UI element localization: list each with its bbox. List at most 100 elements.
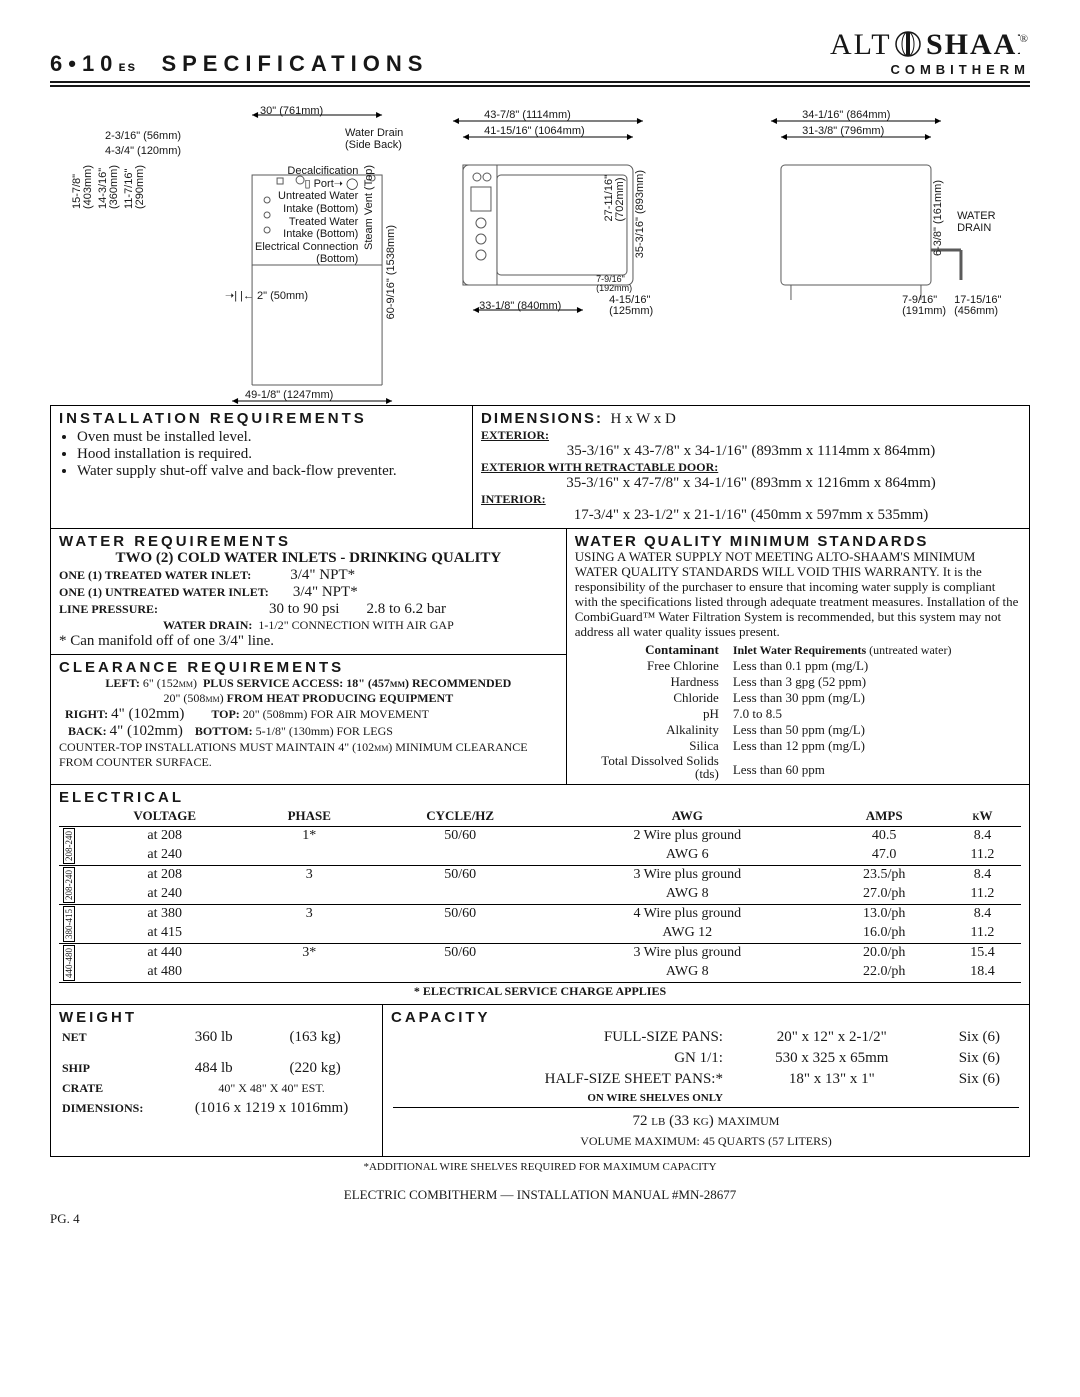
install-item: Oven must be installed level. [77, 429, 464, 446]
dim-label: 7-9/16"(191mm) [902, 295, 946, 317]
th-cycle: CYCLE/HZ [370, 806, 550, 827]
footer-line: ELECTRIC COMBITHERM — INSTALLATION MANUA… [50, 1187, 1030, 1203]
ext-value: 35-3/16" x 43-7/8" x 34-1/16" (893mm x 1… [481, 443, 1021, 460]
th-awg: AWG [550, 806, 824, 827]
dim-label: 27-11/16"(702mm) [604, 175, 626, 222]
diagram-middle: 43-7/8" (1114mm) 41-15/16" (1064mm) 27-1… [424, 105, 722, 405]
int-value: 17-3/4" x 23-1/2" x 21-1/16" (450mm x 59… [481, 507, 1021, 524]
voltage-range: 380-415 [63, 906, 75, 942]
wq-contaminant: Silica [575, 738, 719, 754]
ecell: 3 [248, 865, 370, 885]
ecell: 11.2 [944, 924, 1021, 944]
wq-req: Less than 60 ppm [733, 754, 1021, 780]
ecell: 8.4 [944, 904, 1021, 924]
ecell: 1* [248, 826, 370, 846]
footnote-star: *ADDITIONAL WIRE SHELVES REQUIRED FOR MA… [50, 1161, 1030, 1173]
lp-label: LINE PRESSURE: [59, 602, 158, 616]
npt-value: 3/4" NPT* [290, 567, 355, 583]
dim-label: 4-3/4" (120mm) [105, 145, 181, 157]
ecell: at 240 [81, 885, 248, 905]
water-row: WATER REQUIREMENTS TWO (2) COLD WATER IN… [50, 529, 1030, 785]
electrical-table: VOLTAGE PHASE CYCLE/HZ AWG AMPS kW 208-2… [59, 806, 1021, 1000]
ecell: at 415 [81, 924, 248, 944]
dim-label: ➝| |← 2" (50mm) [225, 289, 308, 302]
cap-max2: VOLUME MAXIMUM: 45 QUARTS (57 LITERS) [393, 1133, 1019, 1150]
electrical-heading: ELECTRICAL [59, 789, 1021, 806]
dim-label: 7-9/16"(192mm) [596, 275, 632, 293]
wq-text: USING A WATER SUPPLY NOT MEETING ALTO-SH… [575, 550, 1021, 640]
diagram-right: 34-1/16" (864mm) 31-3/8" (796mm) WATERDR… [732, 105, 1030, 405]
dim-label: 43-7/8" (1114mm) [484, 109, 571, 121]
ecell: at 440 [81, 943, 248, 963]
ecell: 4 Wire plus ground [550, 904, 824, 924]
dim-label: 41-15/16" (1064mm) [484, 125, 585, 137]
svg-text:SHAAM: SHAAM [926, 30, 1020, 60]
ecell: 11.2 [944, 846, 1021, 866]
psi: 30 to 90 psi [269, 601, 339, 617]
cap-label: FULL-SIZE PANS: [393, 1028, 724, 1047]
net-val: 360 lb [171, 1028, 256, 1047]
ecell: 15.4 [944, 943, 1021, 963]
net-kg: (163 kg) [258, 1028, 372, 1047]
ecell: 47.0 [824, 846, 943, 866]
install-item: Water supply shut-off valve and back-flo… [77, 463, 464, 480]
wq-contaminant: Total Dissolved Solids (tds) [575, 754, 719, 780]
wq-req: Less than 30 ppm (mg/L) [733, 690, 1021, 706]
ecell: AWG 12 [550, 924, 824, 944]
ecell: 50/60 [370, 826, 550, 846]
weight-capacity-row: WEIGHT NET360 lb(163 kg) SHIP484 lb(220 … [50, 1005, 1030, 1157]
wq-req: Less than 0.1 ppm (mg/L) [733, 658, 1021, 674]
svg-text:ALT: ALT [830, 30, 892, 60]
ecell: 22.0/ph [824, 963, 943, 983]
dim-label: Steam Vent (Top) [363, 165, 375, 250]
electrical-cell: ELECTRICAL VOLTAGE PHASE CYCLE/HZ AWG AM… [50, 785, 1030, 1005]
clearance-back-bottom: BACK: 4" (102mm) BOTTOM: 5-1/8" (130mm) … [59, 723, 558, 740]
title-word: SPECIFICATIONS [161, 51, 428, 76]
header-title: 6•10ᴇs SPECIFICATIONS [50, 51, 428, 77]
weight-cell: WEIGHT NET360 lb(163 kg) SHIP484 lb(220 … [50, 1005, 382, 1157]
capacity-table: FULL-SIZE PANS:20" x 12" x 2-1/2"Six (6)… [391, 1026, 1021, 1152]
ecell: 8.4 [944, 865, 1021, 885]
ecell: 16.0/ph [824, 924, 943, 944]
install-cell: INSTALLATION REQUIREMENTS Oven must be i… [50, 405, 472, 529]
voltage-range: 440-480 [63, 945, 75, 981]
dim-label: 34-1/16" (864mm) [802, 109, 890, 121]
dim-label: WATERDRAIN [957, 210, 996, 234]
wq-req: Less than 12 ppm (mg/L) [733, 738, 1021, 754]
wq-contaminant: Free Chlorine [575, 658, 719, 674]
ecell: 2 Wire plus ground [550, 826, 824, 846]
water-heading: WATER REQUIREMENTS [59, 533, 558, 550]
wq-contaminant: Alkalinity [575, 722, 719, 738]
voltage-range: 208-240 [63, 867, 75, 903]
model-number: 6•10 [50, 51, 118, 76]
th-kw: kW [944, 806, 1021, 827]
ecell: 8.4 [944, 826, 1021, 846]
cap-dim: 18" x 13" x 1" [726, 1070, 938, 1089]
water-quality-cell: WATER QUALITY MINIMUM STANDARDS USING A … [566, 529, 1030, 785]
dim-label: 11-7/16"(290mm) [124, 165, 146, 209]
ext-label: EXTERIOR: [481, 428, 1021, 443]
wq-contaminant: Hardness [575, 674, 719, 690]
ecell: 11.2 [944, 885, 1021, 905]
treated-label: ONE (1) TREATED WATER INLET: [59, 568, 251, 582]
dim-label: 31-3/8" (796mm) [802, 125, 884, 137]
ship-kg: (220 kg) [258, 1059, 372, 1078]
wq-req: 7.0 to 8.5 [733, 706, 1021, 722]
ecell: at 208 [81, 865, 248, 885]
clearance-rt-top: RIGHT: 4" (102mm) TOP: 20" (508mm) FOR A… [59, 706, 558, 723]
electrical-note: * ELECTRICAL SERVICE CHARGE APPLIES [414, 984, 666, 998]
ecell: at 240 [81, 846, 248, 866]
ecell: 50/60 [370, 865, 550, 885]
wq-req: Less than 50 ppm (mg/L) [733, 722, 1021, 738]
cap-dim: 530 x 325 x 65mm [726, 1049, 938, 1068]
ecell: at 208 [81, 826, 248, 846]
th-phase: PHASE [248, 806, 370, 827]
wq-col1: Contaminant [645, 642, 719, 657]
dim-val: (1016 x 1219 x 1016mm) [171, 1099, 372, 1118]
cap-qty: Six (6) [940, 1049, 1019, 1068]
ecell: 50/60 [370, 904, 550, 924]
npt-value: 3/4" NPT* [293, 584, 358, 600]
ecell: 40.5 [824, 826, 943, 846]
ext-door-label: EXTERIOR WITH RETRACTABLE DOOR: [481, 460, 1021, 475]
model-suffix: ᴇs [118, 58, 137, 74]
